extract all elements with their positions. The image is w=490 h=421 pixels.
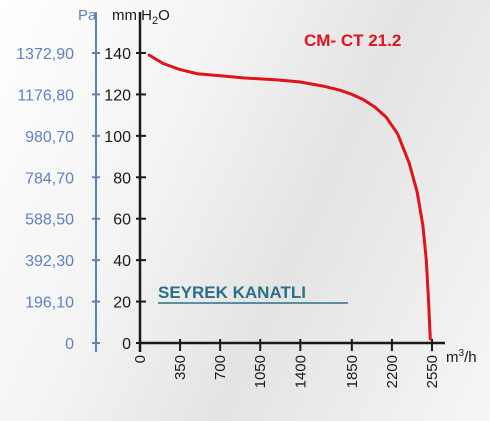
annotation-text: SEYREK KANATLI: [158, 283, 306, 302]
pa-axis: 0 196,10 392,30 588,50 784,70 980,70 1176,80 13…: [16, 7, 100, 353]
series-line: [147, 53, 432, 341]
x-tick-label: 1050: [252, 355, 269, 388]
mm-tick-label: 40: [113, 253, 131, 270]
mm-tick-label: 0: [122, 336, 131, 353]
x-tick-label: 2550: [424, 355, 441, 388]
x-tick-label: 350: [172, 355, 189, 380]
mm-tick-label: 80: [113, 170, 131, 187]
series-layer: [147, 53, 432, 341]
mm-tick-label: 140: [104, 46, 131, 63]
mm-tick-label: 60: [113, 212, 131, 229]
pa-tick-label: 1372,90: [16, 46, 74, 63]
pa-unit-label: Pa: [78, 7, 97, 24]
pa-tick-label: 196,10: [25, 295, 74, 312]
mm-tick-label: 20: [113, 295, 131, 312]
x-axis: 0 350 700 1050 1400 1850 2200 2550 m3/h: [132, 339, 477, 388]
x-tick-label: 1850: [344, 355, 361, 388]
mm-tick-label: 120: [104, 87, 131, 104]
x-tick-label: 700: [212, 355, 229, 380]
x-tick-label: 0: [132, 355, 149, 363]
chart-title: CM- CT 21.2: [304, 31, 401, 50]
pa-tick-label: 392,30: [25, 253, 74, 270]
pa-tick-label: 1176,80: [17, 87, 74, 104]
pa-tick-label: 588,50: [25, 212, 74, 229]
annotation: SEYREK KANATLI: [158, 283, 348, 304]
x-unit-label: m3/h: [446, 348, 477, 366]
x-tick-label: 1400: [292, 355, 309, 388]
x-tick-label: 2200: [384, 355, 401, 388]
pa-tick-label: 0: [65, 336, 74, 353]
pa-tick-label: 980,70: [25, 129, 74, 146]
pa-tick-label: 784,70: [25, 170, 74, 187]
mm-tick-label: 100: [104, 129, 131, 146]
